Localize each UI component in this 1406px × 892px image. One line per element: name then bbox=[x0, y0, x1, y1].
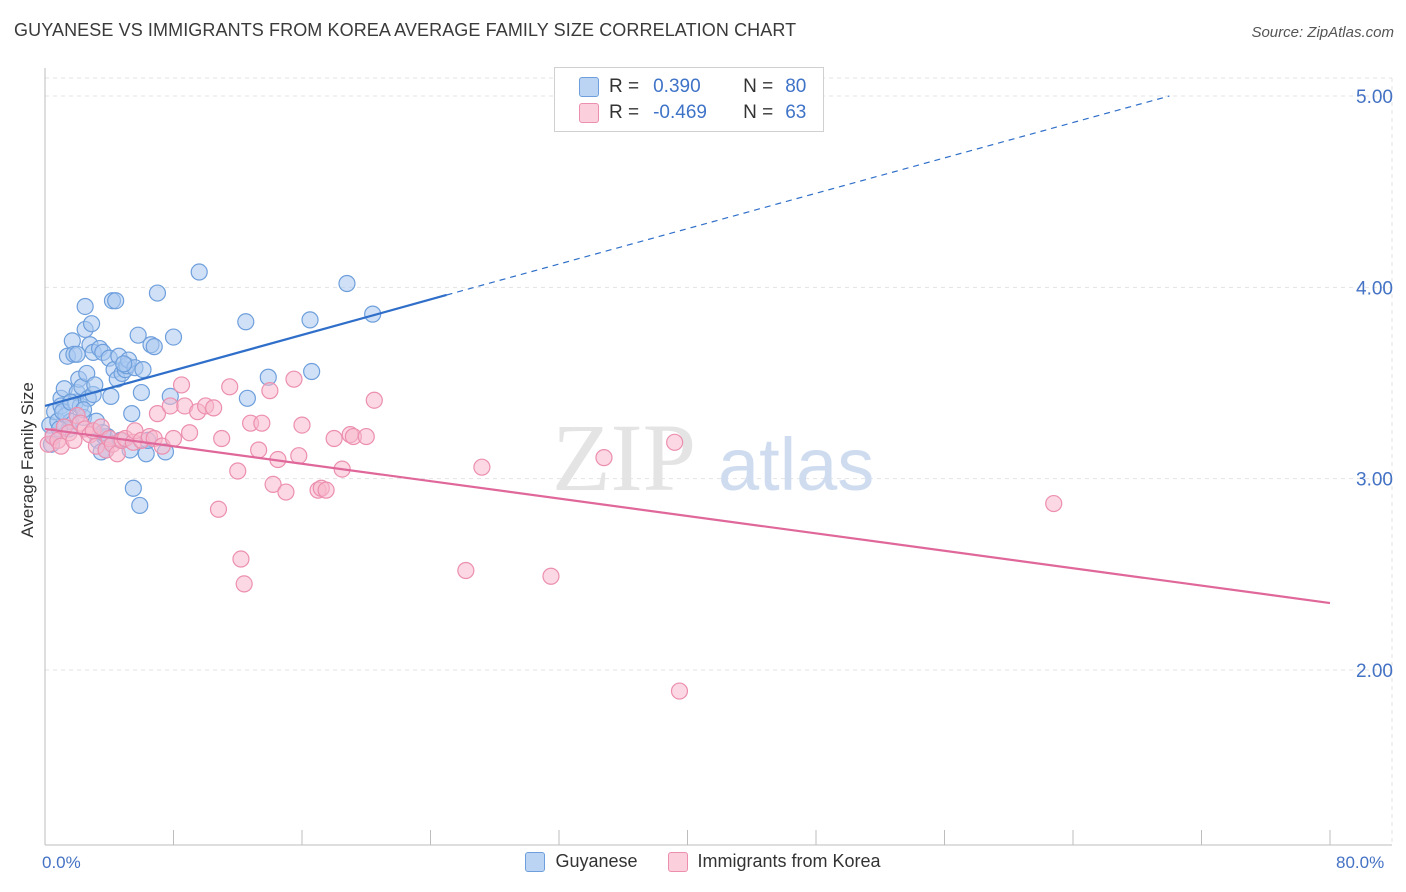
legend-swatch-blue bbox=[579, 77, 599, 97]
legend-r-label: R = bbox=[609, 102, 640, 123]
korea-point bbox=[264, 475, 282, 494]
korea-point bbox=[357, 427, 375, 446]
legend-swatch-pink bbox=[579, 103, 599, 123]
guyanese-point bbox=[238, 389, 256, 407]
legend-n-label: N = bbox=[743, 102, 774, 123]
series-legend: Guyanese Immigrants from Korea bbox=[0, 851, 1406, 872]
guyanese-point bbox=[129, 326, 147, 344]
legend-label-korea: Immigrants from Korea bbox=[697, 851, 881, 871]
legend-r-value: 0.390 bbox=[653, 76, 701, 97]
korea-point bbox=[205, 399, 223, 417]
korea-point bbox=[595, 449, 613, 467]
x-tick-min: 0.0% bbox=[42, 853, 81, 872]
y-tick-labels: 2.00 3.00 4.00 5.00 bbox=[1356, 87, 1393, 682]
source-note: Source: ZipAtlas.com bbox=[1251, 24, 1394, 41]
korea-point bbox=[293, 416, 311, 434]
guyanese-trend-extension bbox=[446, 95, 1170, 296]
korea-point bbox=[457, 561, 475, 580]
guyanese-point bbox=[107, 292, 125, 310]
korea-trend-line bbox=[44, 427, 1331, 605]
korea-point bbox=[232, 550, 250, 568]
series-korea bbox=[39, 370, 1063, 700]
guyanese-point bbox=[131, 496, 149, 515]
legend-r-value: -0.469 bbox=[653, 102, 707, 123]
korea-point bbox=[180, 424, 199, 442]
y-tick-label: 5.00 bbox=[1356, 87, 1393, 108]
korea-point bbox=[164, 429, 183, 448]
guyanese-point bbox=[190, 263, 208, 281]
korea-point bbox=[209, 500, 228, 518]
korea-point bbox=[213, 429, 231, 448]
legend-r-label: R = bbox=[609, 76, 640, 97]
korea-point bbox=[161, 397, 179, 415]
korea-point bbox=[285, 370, 303, 388]
guyanese-trend-line bbox=[44, 293, 447, 408]
korea-point bbox=[666, 433, 684, 451]
x-tick-max: 80.0% bbox=[1336, 853, 1385, 872]
guyanese-point bbox=[164, 328, 183, 346]
y-tick-label: 2.00 bbox=[1356, 661, 1393, 682]
watermark-zip: ZIP bbox=[552, 404, 696, 511]
legend-label-guyanese: Guyanese bbox=[555, 851, 638, 871]
guyanese-point bbox=[102, 387, 120, 405]
korea-point bbox=[229, 462, 247, 480]
series-guyanese bbox=[41, 263, 382, 515]
axes bbox=[44, 68, 1392, 846]
korea-point bbox=[542, 567, 560, 585]
legend-n-label: N = bbox=[743, 76, 774, 97]
korea-point bbox=[261, 382, 279, 400]
watermark: ZIP atlas bbox=[552, 404, 874, 511]
korea-point bbox=[250, 441, 268, 459]
legend-item-korea: Immigrants from Korea bbox=[667, 851, 881, 872]
korea-point bbox=[290, 447, 308, 465]
guyanese-point bbox=[123, 405, 141, 423]
legend-row-guyanese: R = 0.390 N = 80 bbox=[579, 75, 806, 99]
legend-swatch-blue bbox=[525, 851, 546, 872]
korea-point bbox=[317, 481, 335, 499]
legend-row-korea: R = -0.469 N = 63 bbox=[579, 101, 806, 125]
legend-n-value: 63 bbox=[785, 102, 807, 123]
guyanese-point bbox=[338, 274, 356, 293]
trend-lines bbox=[44, 95, 1331, 605]
korea-point bbox=[253, 414, 271, 432]
korea-point bbox=[670, 682, 689, 700]
guyanese-point bbox=[303, 362, 321, 381]
guyanese-point bbox=[76, 297, 94, 316]
korea-point bbox=[365, 391, 383, 409]
korea-point bbox=[473, 458, 491, 476]
legend-swatch-pink bbox=[667, 851, 688, 872]
guyanese-point bbox=[237, 313, 255, 331]
chart-title: GUYANESE VS IMMIGRANTS FROM KOREA AVERAG… bbox=[14, 20, 797, 40]
guyanese-point bbox=[301, 311, 319, 329]
guyanese-point bbox=[148, 284, 167, 302]
guyanese-point bbox=[115, 355, 133, 373]
y-tick-label: 3.00 bbox=[1356, 470, 1393, 491]
guyanese-point bbox=[124, 479, 142, 497]
korea-point bbox=[148, 405, 167, 423]
korea-point bbox=[172, 376, 191, 394]
guyanese-point bbox=[82, 315, 101, 333]
stats-legend: R = 0.390 N = 80 R = -0.469 N = 63 bbox=[554, 67, 824, 132]
korea-point bbox=[277, 483, 295, 501]
legend-n-value: 80 bbox=[785, 76, 807, 97]
korea-point bbox=[235, 575, 253, 593]
guyanese-point bbox=[134, 361, 152, 379]
korea-point bbox=[1045, 494, 1063, 513]
watermark-atlas: atlas bbox=[718, 423, 874, 506]
korea-point bbox=[325, 429, 343, 448]
y-tick-label: 4.00 bbox=[1356, 278, 1393, 299]
guyanese-point bbox=[132, 383, 150, 402]
guyanese-point bbox=[145, 338, 163, 356]
korea-point bbox=[221, 378, 239, 396]
legend-item-guyanese: Guyanese bbox=[525, 851, 638, 872]
